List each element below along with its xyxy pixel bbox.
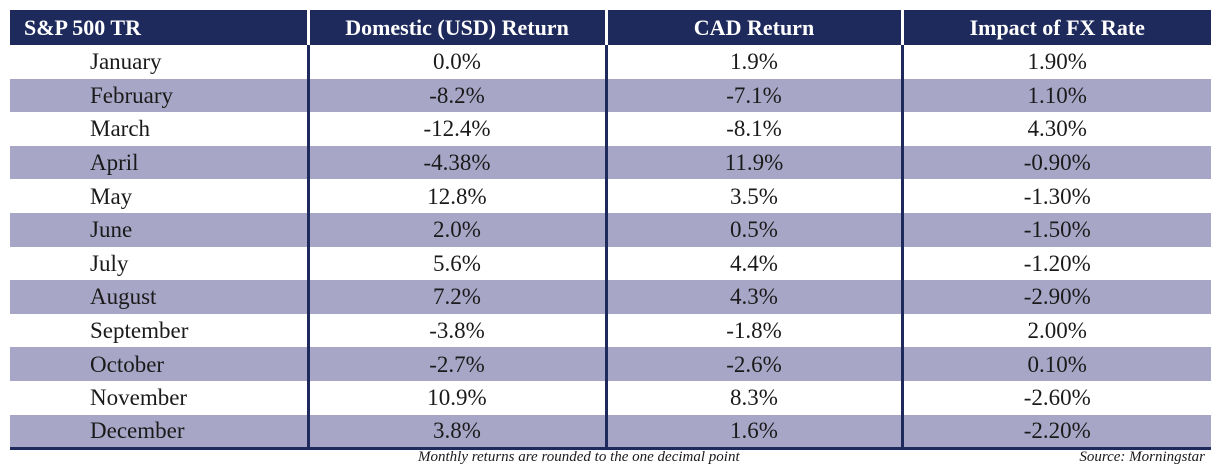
cad-return-cell: -1.8% [604,313,902,348]
month-cell: February [10,78,308,113]
month-cell: July [10,246,308,281]
fx-impact-cell: 1.10% [900,78,1211,113]
month-cell: September [10,313,308,348]
usd-return-cell: 12.8% [306,179,606,213]
table-row: August 7.2% 4.3% -2.90% [10,280,1211,314]
table-row: April -4.38% 11.9% -0.90% [10,145,1211,180]
fx-impact-cell: -1.30% [900,179,1211,213]
cad-return-cell: -7.1% [604,78,902,113]
cad-return-cell: 4.4% [604,246,902,281]
table-header-row: S&P 500 TR Domestic (USD) Return CAD Ret… [10,10,1211,45]
cad-return-cell: -8.1% [604,112,902,146]
cad-return-cell: -2.6% [604,347,902,381]
header-usd-return: Domestic (USD) Return [306,10,606,45]
usd-return-cell: 0.0% [306,45,606,79]
month-cell: March [10,112,308,146]
month-cell: August [10,280,308,314]
month-cell: December [10,414,308,450]
header-cad-return: CAD Return [604,10,902,45]
month-cell: June [10,212,308,247]
fx-impact-cell: 2.00% [900,313,1211,348]
usd-return-cell: 5.6% [306,246,606,281]
usd-return-cell: -4.38% [306,145,606,180]
returns-table: S&P 500 TR Domestic (USD) Return CAD Ret… [10,10,1211,450]
fx-impact-cell: 4.30% [900,112,1211,146]
table-row: January 0.0% 1.9% 1.90% [10,45,1211,79]
table-row: December 3.8% 1.6% -2.20% [10,414,1211,450]
fx-impact-cell: -2.90% [900,280,1211,314]
usd-return-cell: -3.8% [306,313,606,348]
usd-return-cell: 7.2% [306,280,606,314]
month-cell: April [10,145,308,180]
source-credit: Source: Morningstar [1079,449,1205,465]
table-row: February -8.2% -7.1% 1.10% [10,78,1211,113]
cad-return-cell: 1.6% [604,414,902,450]
fx-impact-cell: -2.20% [900,414,1211,450]
month-cell: May [10,179,308,213]
returns-table-container: S&P 500 TR Domestic (USD) Return CAD Ret… [10,10,1211,450]
cad-return-cell: 4.3% [604,280,902,314]
cad-return-cell: 0.5% [604,212,902,247]
fx-impact-cell: -0.90% [900,145,1211,180]
month-cell: November [10,380,308,415]
usd-return-cell: 3.8% [306,414,606,450]
table-row: September -3.8% -1.8% 2.00% [10,313,1211,348]
usd-return-cell: 2.0% [306,212,606,247]
fx-impact-cell: 1.90% [900,45,1211,79]
usd-return-cell: 10.9% [306,380,606,415]
header-index: S&P 500 TR [10,10,308,45]
table-footer: Monthly returns are rounded to the one d… [10,449,1211,469]
usd-return-cell: -8.2% [306,78,606,113]
table-row: November 10.9% 8.3% -2.60% [10,380,1211,415]
cad-return-cell: 3.5% [604,179,902,213]
cad-return-cell: 1.9% [604,45,902,79]
table-row: October -2.7% -2.6% 0.10% [10,347,1211,381]
usd-return-cell: -2.7% [306,347,606,381]
month-cell: October [10,347,308,381]
fx-impact-cell: 0.10% [900,347,1211,381]
header-fx-impact: Impact of FX Rate [900,10,1211,45]
fx-impact-cell: -2.60% [900,380,1211,415]
fx-impact-cell: -1.50% [900,212,1211,247]
rounding-note: Monthly returns are rounded to the one d… [418,449,740,465]
month-cell: January [10,45,308,79]
table-row: July 5.6% 4.4% -1.20% [10,246,1211,281]
fx-impact-cell: -1.20% [900,246,1211,281]
usd-return-cell: -12.4% [306,112,606,146]
cad-return-cell: 11.9% [604,145,902,180]
cad-return-cell: 8.3% [604,380,902,415]
table-row: May 12.8% 3.5% -1.30% [10,179,1211,213]
table-row: March -12.4% -8.1% 4.30% [10,112,1211,146]
table-row: June 2.0% 0.5% -1.50% [10,212,1211,247]
